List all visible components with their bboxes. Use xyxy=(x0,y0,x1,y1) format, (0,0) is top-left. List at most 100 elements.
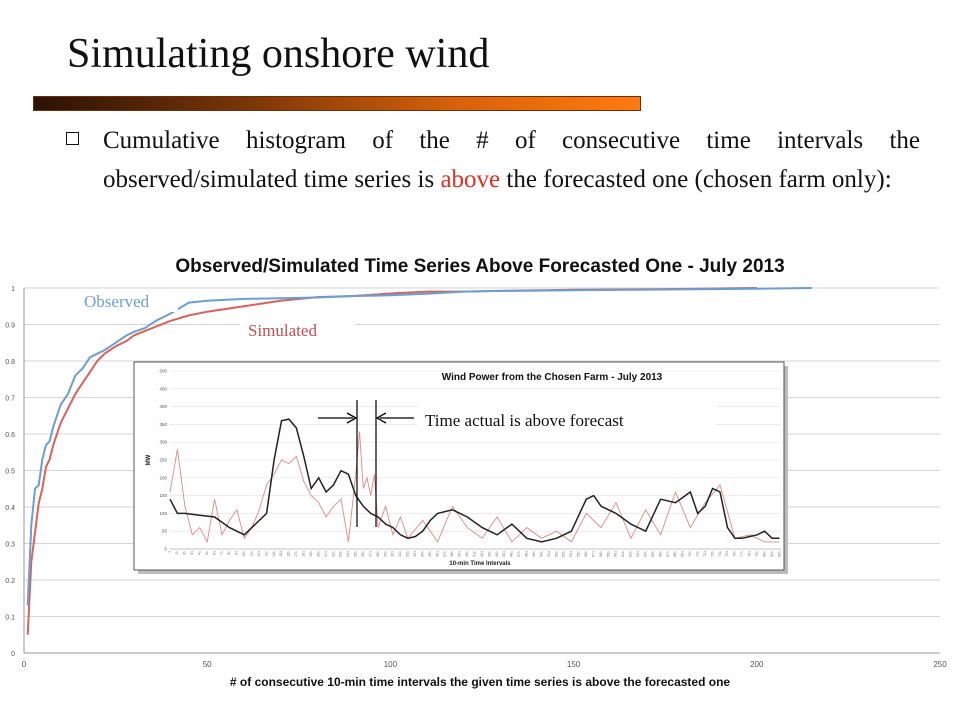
inset-x-tick-label: 691 xyxy=(681,551,685,557)
main-y-tick-label: 0 xyxy=(11,651,15,658)
bullet-text-pre: Cumulative histogram of the # of consecu… xyxy=(103,127,920,193)
inset-x-tick-label: 801 xyxy=(762,551,766,557)
inset-x-tick-label: 141 xyxy=(272,551,276,557)
inset-x-tick-label: 671 xyxy=(666,551,670,557)
inset-x-tick-label: 821 xyxy=(777,551,781,557)
main-x-axis-title: # of consecutive 10-min time intervals t… xyxy=(230,675,731,689)
inset-x-tick-label: 751 xyxy=(725,551,729,557)
main-chart-title: Observed/Simulated Time Series Above For… xyxy=(175,256,784,277)
inset-x-tick-label: 631 xyxy=(636,551,640,557)
inset-x-tick-label: 181 xyxy=(302,551,306,557)
bullet-text-post: the forecasted one (chosen farm only): xyxy=(500,166,892,193)
inset-x-tick-label: 301 xyxy=(391,551,395,557)
inset-x-tick-label: 571 xyxy=(591,551,595,557)
inset-x-tick-label: 331 xyxy=(413,551,417,557)
inset-x-tick-label: 651 xyxy=(651,551,655,557)
inset-wind-power-chart: Wind Power from the Chosen Farm - July 2… xyxy=(133,361,788,574)
inset-x-tick-label: 701 xyxy=(688,551,692,557)
inset-x-tick-label: 581 xyxy=(599,551,603,557)
main-x-tick-label: 0 xyxy=(22,660,27,669)
observed-label-bg xyxy=(78,290,178,312)
main-x-tick-label: 50 xyxy=(203,660,212,669)
bullet-point: Cumulative histogram of the # of consecu… xyxy=(60,121,920,199)
inset-frame xyxy=(133,361,785,571)
inset-x-tick-label: 211 xyxy=(324,551,328,557)
inset-x-tick-label: 101 xyxy=(242,551,246,557)
inset-x-tick-label: 521 xyxy=(554,551,558,557)
observed-series-line xyxy=(26,287,812,606)
inset-x-tick-label: 761 xyxy=(733,551,737,557)
bullet-text: Cumulative histogram of the # of consecu… xyxy=(103,121,920,199)
inset-x-tick-label: 641 xyxy=(644,551,648,557)
left-arrow-head xyxy=(375,412,387,424)
inset-x-tick-label: 221 xyxy=(331,551,335,557)
inset-y-axis-title: MW xyxy=(146,454,152,465)
inset-actual-series-line xyxy=(169,431,780,544)
inset-x-tick-label: 811 xyxy=(770,551,774,557)
inset-x-tick-label: 541 xyxy=(569,551,573,557)
inset-y-tick-label: 50 xyxy=(162,529,168,534)
main-y-tick-label: 0.2 xyxy=(5,578,15,585)
inset-x-tick-label: 81 xyxy=(227,551,231,555)
inset-y-tick-label: 250 xyxy=(159,458,167,463)
inset-x-tick-label: 321 xyxy=(406,551,410,557)
main-x-tick-label: 200 xyxy=(750,660,764,669)
main-y-tick-label: 0.5 xyxy=(5,469,15,476)
inset-y-tick-label: 150 xyxy=(159,493,167,498)
inset-x-tick-label: 61 xyxy=(212,551,216,555)
inset-x-tick-label: 231 xyxy=(339,551,343,557)
inset-x-tick-label: 501 xyxy=(539,551,543,557)
main-y-tick-label: 0.1 xyxy=(5,615,15,622)
callout-bg xyxy=(418,405,716,431)
inset-x-tick-label: 491 xyxy=(532,551,536,557)
bullet-text-highlight: above xyxy=(440,166,501,193)
inset-x-tick-label: 341 xyxy=(421,551,425,557)
inset-x-tick-label: 151 xyxy=(279,551,283,557)
title-underline-bar xyxy=(33,96,641,111)
inset-x-tick-label: 741 xyxy=(718,551,722,557)
inset-x-tick-label: 251 xyxy=(354,551,358,557)
inset-y-tick-label: 200 xyxy=(159,475,167,480)
inset-x-tick-label: 41 xyxy=(198,551,202,555)
inset-x-tick-label: 131 xyxy=(264,551,268,557)
inset-x-tick-label: 411 xyxy=(473,551,477,557)
simulated-annotation: Simulated xyxy=(248,321,317,340)
inset-x-tick-label: 781 xyxy=(748,551,752,557)
inset-x-tick-label: 461 xyxy=(510,551,514,557)
inset-x-tick-label: 431 xyxy=(487,551,491,557)
callout-text: Time actual is above forecast xyxy=(425,411,624,430)
inset-x-tick-label: 791 xyxy=(755,551,759,557)
inset-y-tick-label: 350 xyxy=(159,422,167,427)
inset-x-tick-label: 611 xyxy=(621,551,625,557)
inset-x-tick-label: 241 xyxy=(346,551,350,557)
inset-x-tick-label: 481 xyxy=(525,551,529,557)
inset-x-tick-label: 711 xyxy=(696,551,700,557)
inset-x-tick-label: 71 xyxy=(220,551,224,555)
inset-x-tick-label: 91 xyxy=(235,551,239,555)
inset-x-tick-label: 191 xyxy=(309,551,313,557)
inset-x-tick-label: 601 xyxy=(614,551,618,557)
simulated-series-line xyxy=(26,287,757,635)
inset-x-tick-label: 441 xyxy=(495,551,499,557)
observed-annotation: Observed xyxy=(84,292,150,311)
main-y-tick-label: 0.3 xyxy=(5,542,15,549)
inset-x-tick-label: 511 xyxy=(547,551,551,557)
slide-title: Simulating onshore wind xyxy=(67,31,490,77)
inset-x-tick-label: 731 xyxy=(710,551,714,557)
main-x-tick-label: 150 xyxy=(567,660,581,669)
inset-x-tick-label: 551 xyxy=(577,551,581,557)
inset-x-tick-label: 661 xyxy=(658,551,662,557)
inset-x-tick-label: 451 xyxy=(502,551,506,557)
inset-y-tick-label: 300 xyxy=(159,440,167,445)
inset-x-tick-label: 561 xyxy=(584,551,588,557)
inset-x-tick-label: 161 xyxy=(287,551,291,557)
inset-x-tick-label: 1 xyxy=(168,551,172,553)
inset-x-tick-label: 351 xyxy=(428,551,432,557)
inset-x-tick-label: 291 xyxy=(383,551,387,557)
inset-x-tick-label: 681 xyxy=(673,551,677,557)
inset-x-tick-label: 51 xyxy=(205,551,209,555)
inset-x-tick-label: 471 xyxy=(517,551,521,557)
inset-x-tick-label: 11 xyxy=(175,551,179,555)
inset-x-tick-label: 531 xyxy=(562,551,566,557)
inset-x-tick-label: 271 xyxy=(368,551,372,557)
